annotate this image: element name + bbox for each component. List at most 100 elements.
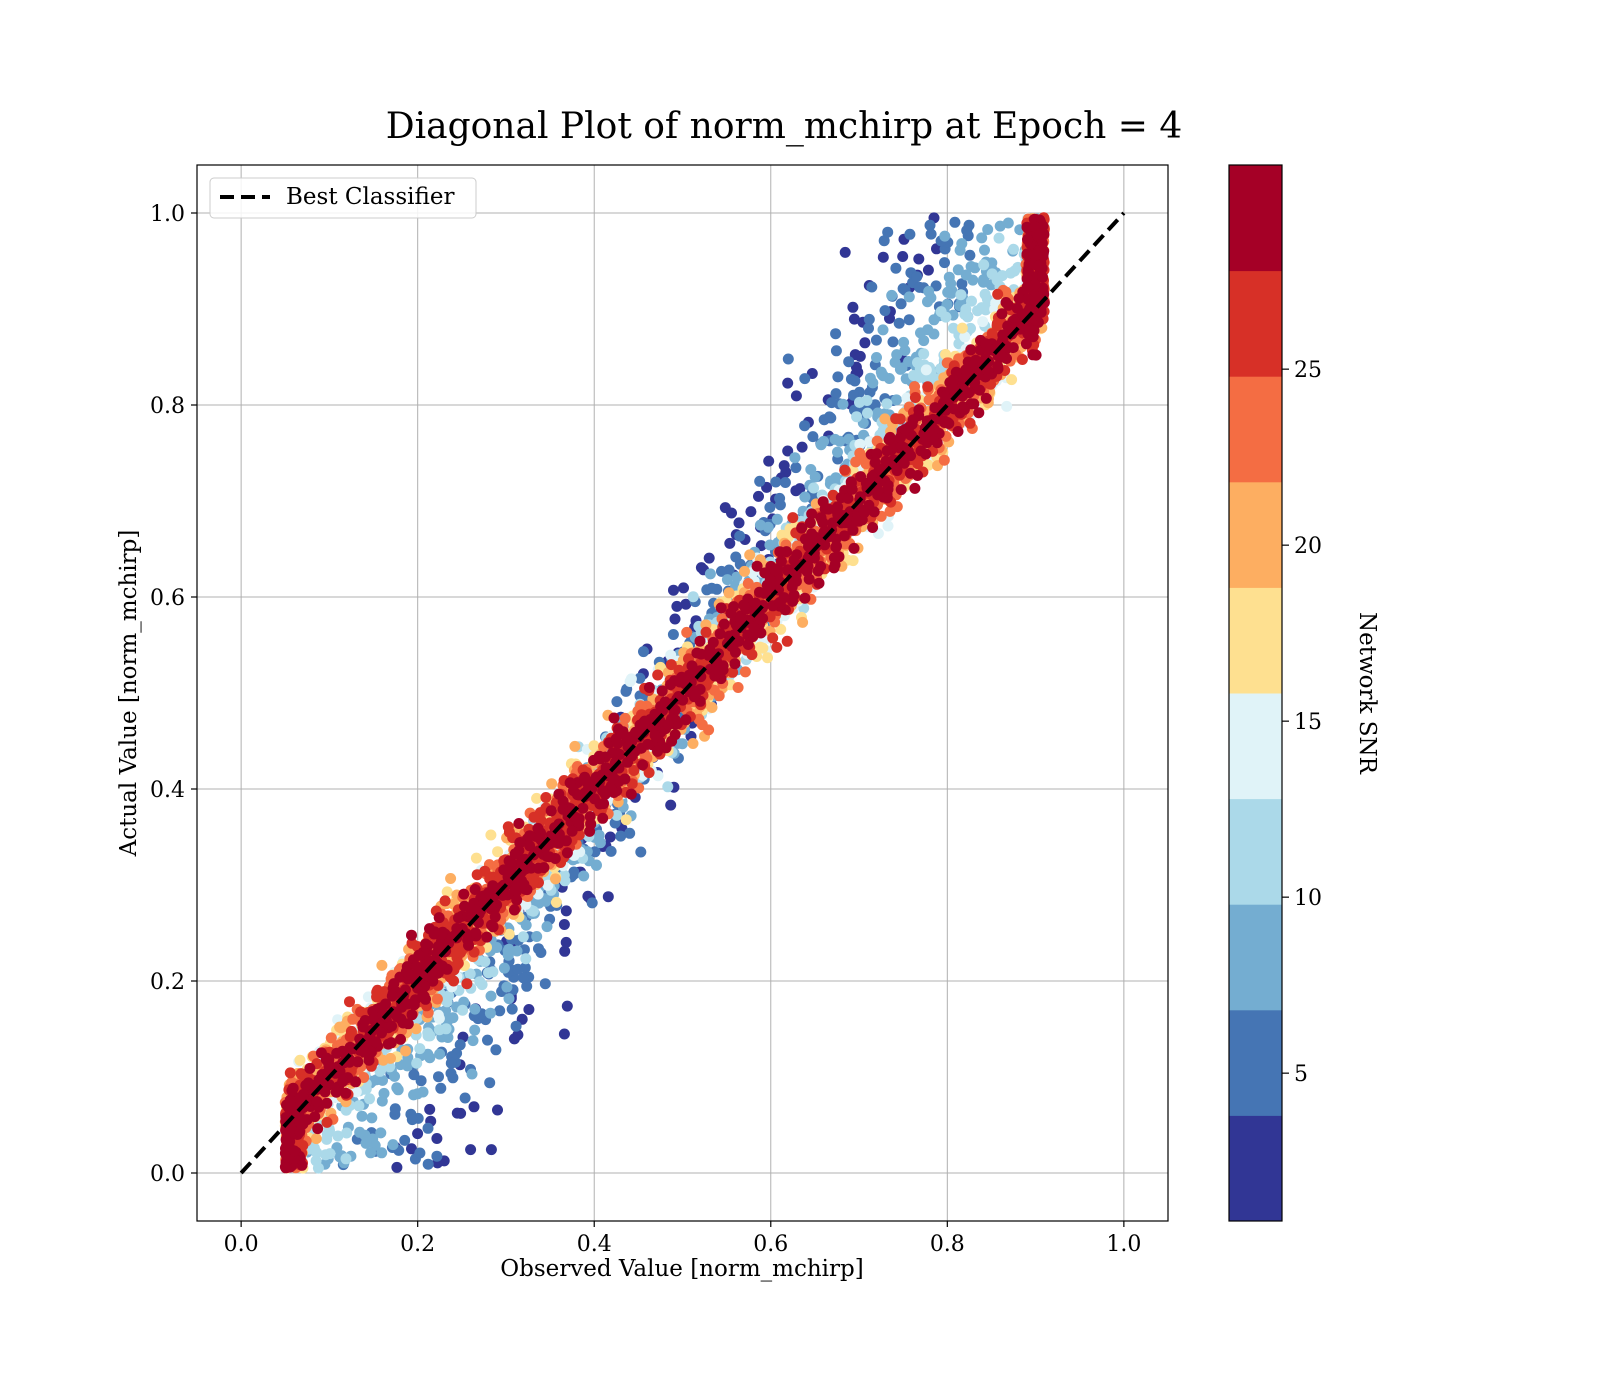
scatter-point: [882, 226, 894, 238]
scatter-point: [325, 1032, 337, 1044]
scatter-point: [956, 238, 968, 250]
scatter-point: [789, 452, 801, 464]
scatter-point: [754, 475, 766, 487]
scatter-point: [898, 336, 910, 348]
scatter-point: [485, 1144, 497, 1156]
scatter-point: [387, 1139, 399, 1151]
scatter-point: [976, 232, 988, 244]
scatter-point: [447, 1072, 459, 1084]
scatter-point: [560, 905, 572, 917]
scatter-point: [913, 253, 925, 265]
scatter-point: [389, 1103, 401, 1115]
scatter-point: [881, 398, 893, 410]
scatter-point: [484, 1077, 496, 1089]
scatter-point: [978, 259, 990, 271]
scatter-point: [439, 895, 451, 907]
scatter-point: [602, 891, 614, 903]
scatter-point: [558, 919, 570, 930]
scatter-point: [877, 324, 889, 336]
scatter-point: [952, 264, 964, 276]
scatter-point: [826, 397, 838, 409]
scatter-point: [992, 288, 1004, 300]
scatter-point: [590, 859, 602, 871]
scatter-point: [1008, 243, 1019, 255]
scatter-point: [569, 740, 581, 752]
scatter-point: [850, 456, 862, 468]
scatter-point: [911, 271, 923, 283]
scatter-point: [964, 417, 976, 429]
scatter-point: [797, 616, 809, 628]
scatter-point: [490, 1044, 502, 1056]
scatter-point: [770, 476, 782, 488]
scatter-point: [706, 582, 718, 594]
scatter-point: [399, 1134, 411, 1146]
scatter-point: [882, 520, 894, 532]
scatter-point: [767, 632, 779, 644]
scatter-point: [870, 334, 882, 346]
scatter-point: [854, 350, 866, 362]
scatter-point: [739, 666, 751, 678]
scatter-point: [753, 490, 764, 502]
scatter-point: [457, 1004, 469, 1016]
scatter-point: [790, 462, 802, 474]
scatter-point: [901, 392, 913, 404]
scatter-point: [476, 979, 488, 991]
scatter-point: [458, 996, 470, 1008]
plot-area: 0.0 0.2 0.4 0.6 0.8 1.0 0.00.20.40.60.81.0: [150, 164, 1169, 1257]
scatter-point: [879, 305, 891, 317]
scatter-point: [852, 366, 864, 378]
scatter-point: [779, 477, 791, 488]
scatter-point: [969, 262, 981, 274]
scatter-point: [981, 293, 993, 305]
scatter-point: [716, 565, 727, 577]
scatter-point: [678, 582, 689, 594]
scatter-point: [839, 464, 851, 476]
scatter-point: [531, 931, 543, 942]
scatter-point: [829, 433, 841, 445]
scatter-point: [517, 931, 529, 943]
scatter-point: [859, 337, 871, 349]
scatter-point: [920, 364, 932, 376]
scatter-point: [955, 289, 967, 301]
scatter-point: [332, 1130, 344, 1142]
scatter-point: [523, 1004, 535, 1015]
scatter-point: [879, 413, 891, 425]
scatter-point: [406, 1143, 417, 1155]
scatter-point: [867, 377, 879, 389]
scatter-point: [441, 996, 453, 1008]
scatter-point: [961, 225, 973, 236]
scatter-point: [807, 431, 819, 443]
scatter-point: [344, 996, 355, 1008]
scatter-point: [668, 584, 679, 596]
scatter-point: [914, 371, 926, 383]
scatter-point: [734, 530, 746, 542]
scatter-point: [665, 659, 677, 671]
scatter-point: [354, 1126, 366, 1138]
scatter-point: [415, 1075, 427, 1087]
scatter-point: [431, 1150, 443, 1162]
scatter-point: [358, 1072, 370, 1083]
scatter-point: [843, 356, 855, 368]
scatter-point: [696, 719, 708, 731]
scatter-point: [966, 295, 977, 307]
scatter-point: [503, 993, 515, 1005]
scatter-point: [890, 262, 902, 274]
scatter-point: [470, 852, 482, 864]
scatter-point: [903, 314, 915, 326]
scatter-point: [521, 980, 533, 992]
scatter-point: [578, 870, 590, 882]
scatter-point: [965, 322, 976, 334]
scatter-point: [362, 991, 374, 1003]
scatter-point: [764, 539, 776, 551]
scatter-point: [889, 356, 901, 368]
scatter-point: [441, 886, 453, 898]
scatter-point: [539, 978, 551, 990]
scatter-point: [467, 1035, 479, 1047]
scatter-point: [877, 251, 889, 263]
scatter-point: [891, 394, 902, 406]
scatter-point: [774, 499, 786, 511]
scatter-point: [501, 981, 513, 993]
scatter-point: [733, 517, 745, 529]
scatter-point: [854, 396, 865, 408]
scatter-point: [389, 1070, 400, 1082]
